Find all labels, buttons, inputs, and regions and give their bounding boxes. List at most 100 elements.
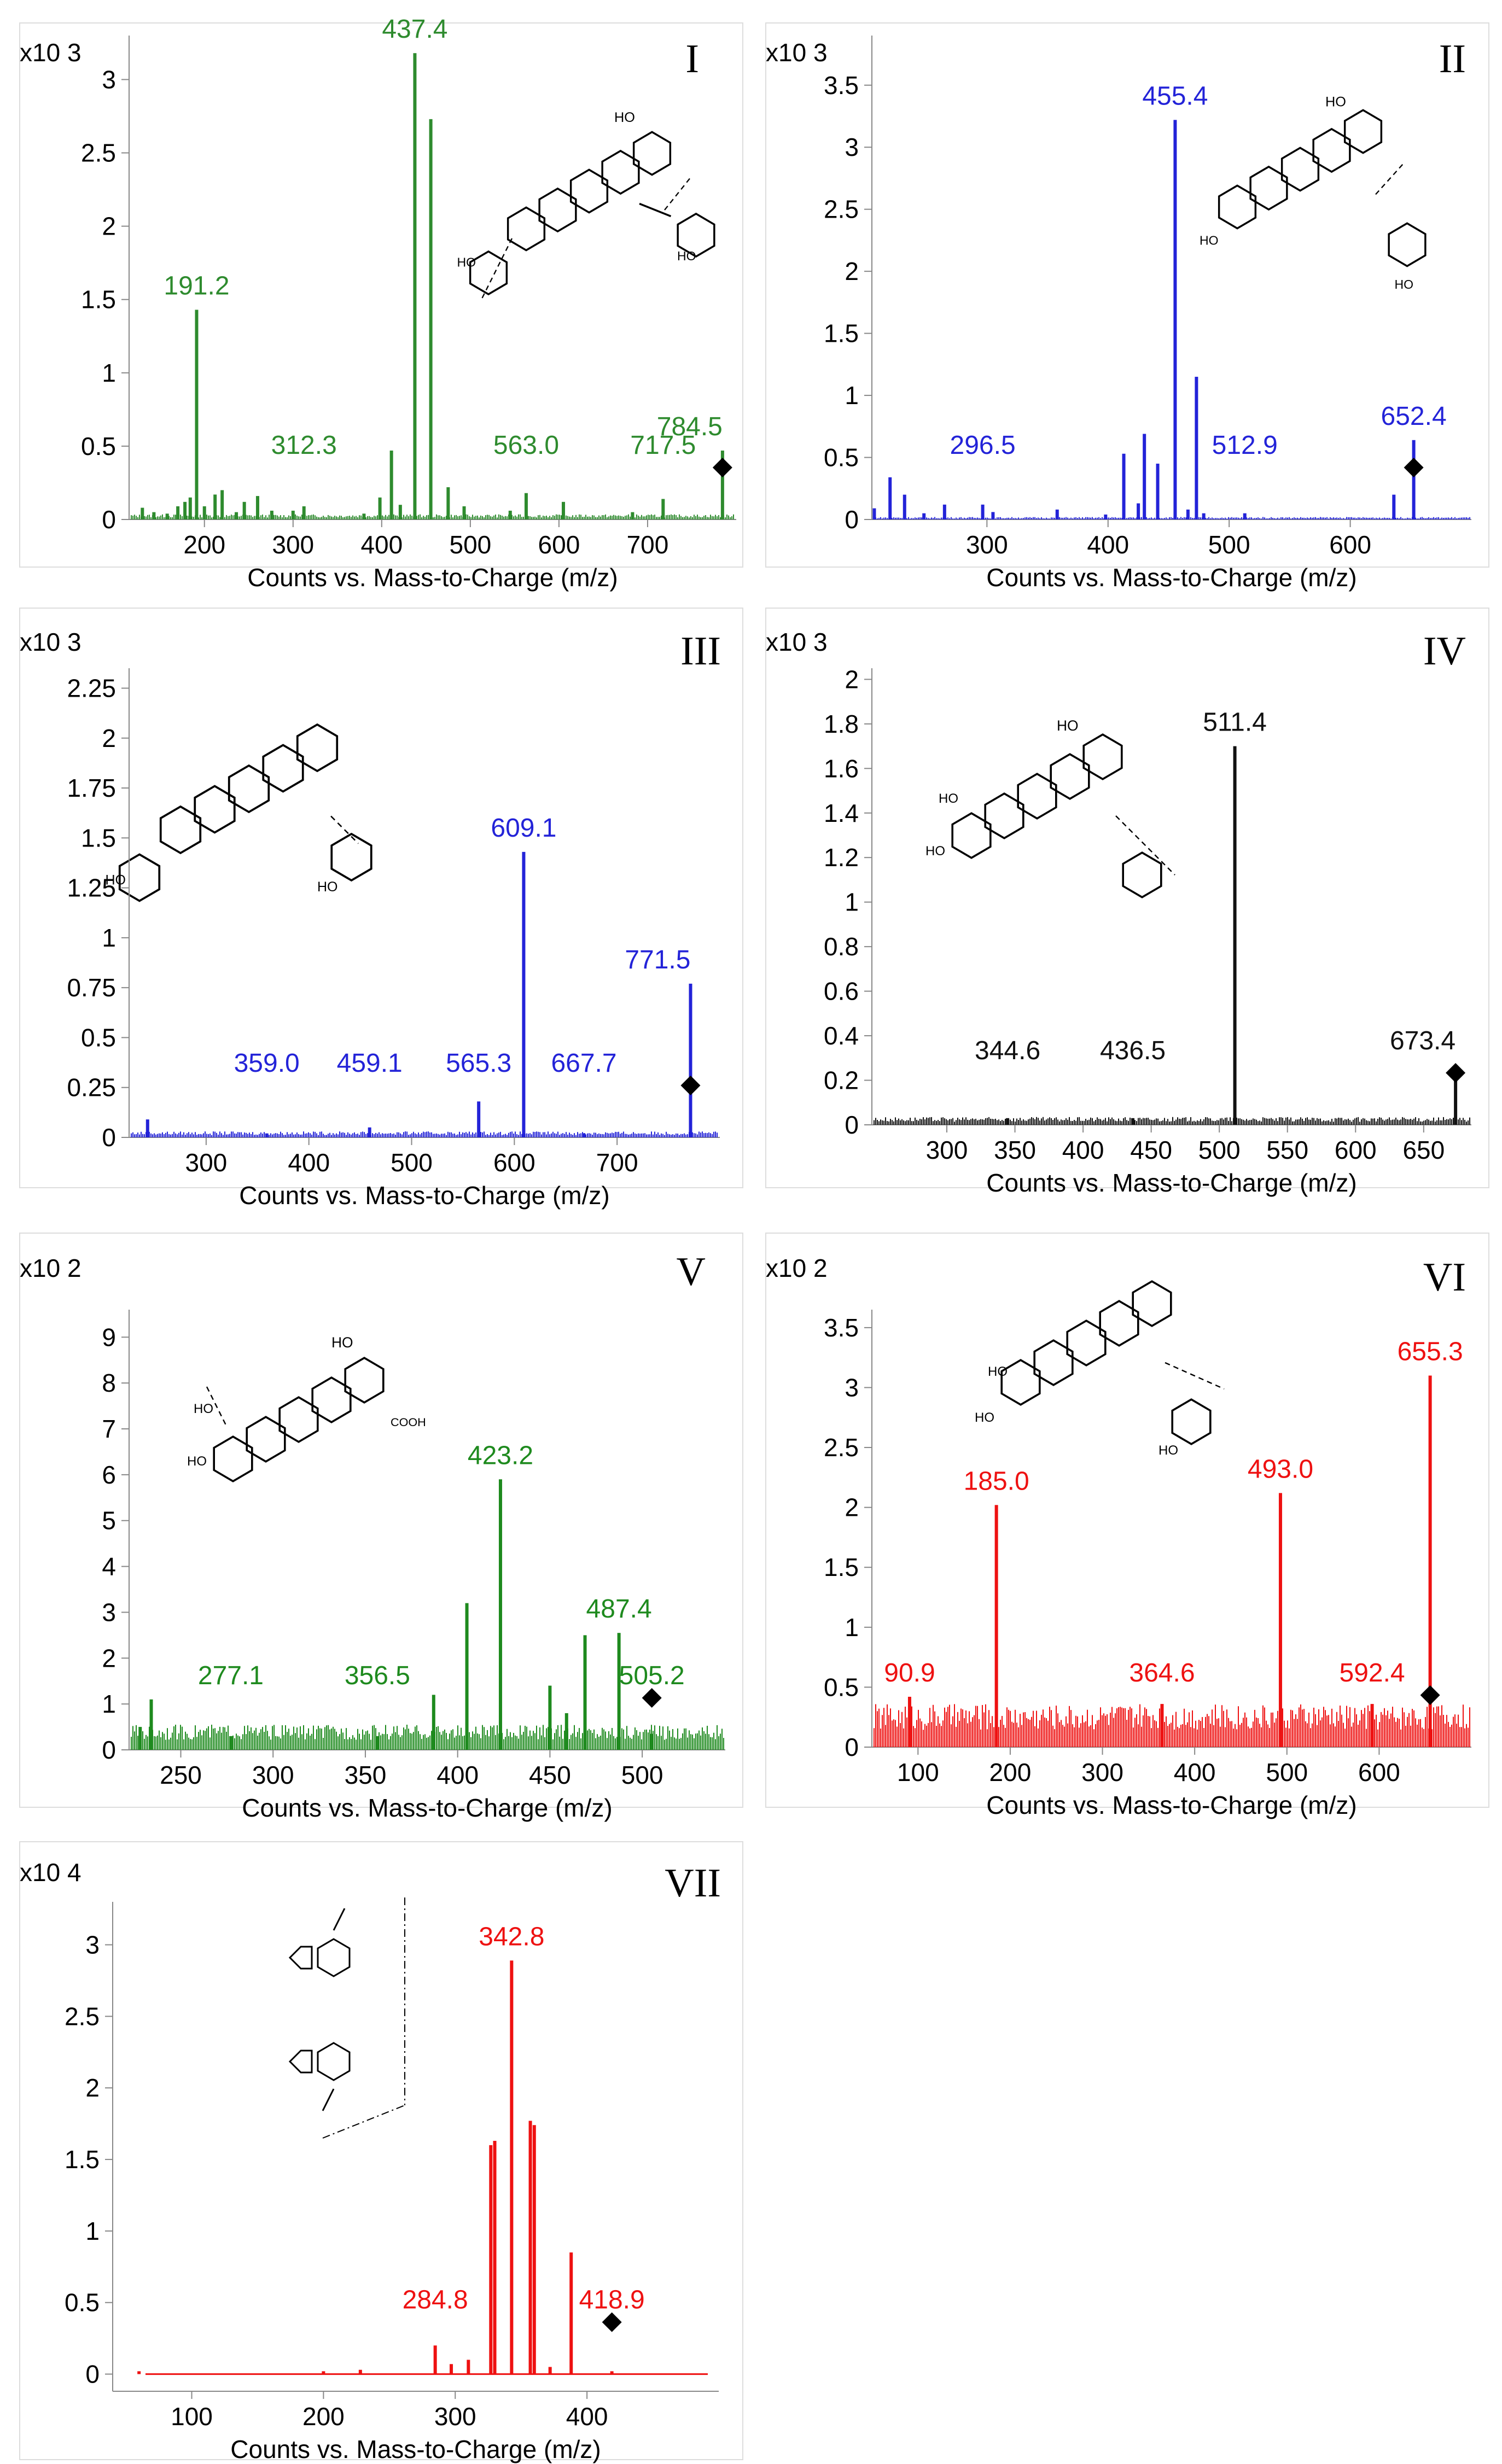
chemical-structure-icon: HO HO HO — [457, 110, 715, 299]
y-multiplier: x10 2 — [766, 1254, 828, 1282]
spectrum-peak — [532, 2125, 536, 2374]
spectrum-peak — [562, 501, 566, 519]
spectrum-peak — [548, 1685, 552, 1750]
y-tick-label: 1 — [102, 359, 116, 387]
x-tick-label: 600 — [1358, 1758, 1400, 1786]
panel-V: x10 2 V HO HO HO COOH 0 1 2 3 4 5 6 7 8 9 250 300 350 40… — [19, 1233, 743, 1822]
chemical-structure-icon — [288, 1897, 405, 2139]
x-axis-label: Counts vs. Mass-to-Charge (m/z) — [986, 1169, 1357, 1197]
x-tick-label: 350 — [345, 1761, 387, 1789]
y-tick-label: 1 — [845, 888, 859, 916]
spectrum-peak — [522, 851, 526, 1137]
spectrum-peak — [1195, 377, 1198, 519]
peak-label: 511.4 — [1203, 708, 1267, 737]
spectrum-peak — [291, 510, 295, 519]
spectrum-peak — [141, 507, 144, 519]
x-tick-label: 400 — [566, 2402, 608, 2431]
spectrum-peak — [548, 2367, 552, 2374]
y-tick-label: 0.4 — [824, 1021, 859, 1050]
peak-label: 284.8 — [403, 2286, 468, 2315]
x-tick-label: 650 — [1402, 1136, 1445, 1164]
peak-label: 652.4 — [1381, 402, 1447, 431]
spectrum-peak — [1137, 503, 1140, 519]
spectrum-peak — [202, 506, 206, 519]
spectrum-peak — [720, 450, 724, 519]
x-tick-label: 200 — [989, 1758, 1032, 1786]
spectrum-peak — [465, 1603, 469, 1750]
peak-label: 436.5 — [1100, 1036, 1166, 1065]
spectrum-peak — [907, 1696, 911, 1747]
svg-text:HO: HO — [1395, 277, 1414, 291]
y-multiplier: x10 3 — [766, 38, 828, 67]
spectrum-peak — [498, 1479, 502, 1750]
spectrum-peak — [1278, 1493, 1282, 1747]
x-tick-label: 500 — [1198, 1136, 1241, 1164]
x-tick-label: 400 — [1087, 530, 1129, 559]
spectrum-peak — [528, 2121, 532, 2374]
peak-label: 437.4 — [382, 15, 447, 44]
chemical-structure-icon: HO HO — [106, 723, 372, 902]
svg-text:HO: HO — [975, 1410, 994, 1425]
y-tick-label: 0.5 — [81, 432, 116, 460]
x-tick-label: 400 — [436, 1761, 479, 1789]
peak-label: 418.9 — [579, 2286, 645, 2315]
spectrum-peak — [138, 1727, 142, 1750]
y-tick-label: 0 — [85, 2360, 100, 2389]
svg-text:HO: HO — [677, 249, 696, 263]
y-tick-label: 3 — [85, 1931, 100, 1959]
x-tick-label: 300 — [272, 530, 314, 559]
spectrum-peak — [1122, 453, 1126, 519]
peak-label: 717.5 — [630, 431, 696, 460]
svg-text:HO: HO — [1200, 233, 1219, 248]
spectrum-peak — [617, 1633, 621, 1750]
spectrum-peak — [583, 1635, 587, 1750]
spectrum-peak — [493, 2141, 497, 2374]
peak-label: 592.4 — [1340, 1659, 1405, 1688]
svg-text:HO: HO — [614, 110, 635, 125]
svg-text:COOH: COOH — [391, 1415, 426, 1429]
y-tick-label: 0.5 — [81, 1023, 116, 1052]
y-multiplier: x10 3 — [766, 628, 828, 656]
spectrum-peak — [433, 2345, 437, 2374]
spectrum-peak — [467, 2360, 470, 2374]
spectrum-peak — [1143, 434, 1146, 519]
y-tick-label: 1.4 — [824, 799, 859, 827]
spectrum-peak — [229, 1736, 232, 1750]
peak-label: 784.5 — [657, 412, 723, 441]
y-tick-label: 4 — [102, 1552, 116, 1581]
x-tick-label: 300 — [926, 1136, 968, 1164]
panel-roman-numeral: II — [1439, 37, 1466, 81]
spectrum-peak — [375, 1736, 379, 1750]
svg-text:HO: HO — [106, 873, 126, 888]
x-axis-label: Counts vs. Mass-to-Charge (m/z) — [239, 1181, 609, 1210]
x-tick-label: 600 — [1329, 530, 1371, 559]
y-tick-label: 1.5 — [81, 824, 116, 852]
spectrum-peak — [477, 1101, 481, 1137]
y-tick-label: 1.5 — [824, 1553, 859, 1581]
spectrum-peak — [378, 497, 382, 519]
y-tick-label: 2 — [85, 2074, 100, 2102]
x-tick-label: 500 — [621, 1761, 663, 1789]
y-tick-label: 2 — [845, 257, 859, 285]
peak-label: 505.2 — [619, 1661, 685, 1690]
x-tick-label: 400 — [1174, 1758, 1216, 1786]
peak-label: 423.2 — [468, 1441, 533, 1470]
peak-label: 673.4 — [1390, 1026, 1456, 1055]
panel-frame — [765, 608, 1489, 1188]
panel-II: x10 3 II HO HO HO 0 0.5 1 1.5 2 2.5 3 3.5 300 400 50… — [765, 22, 1489, 592]
svg-text:HO: HO — [988, 1364, 1008, 1379]
x-tick-label: 300 — [966, 530, 1008, 559]
x-tick-label: 500 — [391, 1148, 433, 1177]
x-tick-label: 200 — [302, 2402, 345, 2431]
x-axis-label: Counts vs. Mass-to-Charge (m/z) — [986, 1791, 1357, 1819]
y-tick-label: 1.75 — [67, 774, 116, 802]
x-tick-label: 100 — [171, 2402, 213, 2431]
chemical-structure-icon: HO HO HO — [975, 1280, 1225, 1458]
x-tick-label: 400 — [288, 1148, 330, 1177]
panel-frame — [19, 1841, 743, 2460]
spectrum-peak — [255, 496, 259, 519]
peak-label: 191.2 — [164, 272, 229, 301]
spectrum-peak — [1392, 494, 1396, 519]
y-tick-label: 9 — [102, 1323, 116, 1351]
y-tick-label: 2.5 — [65, 2002, 100, 2030]
